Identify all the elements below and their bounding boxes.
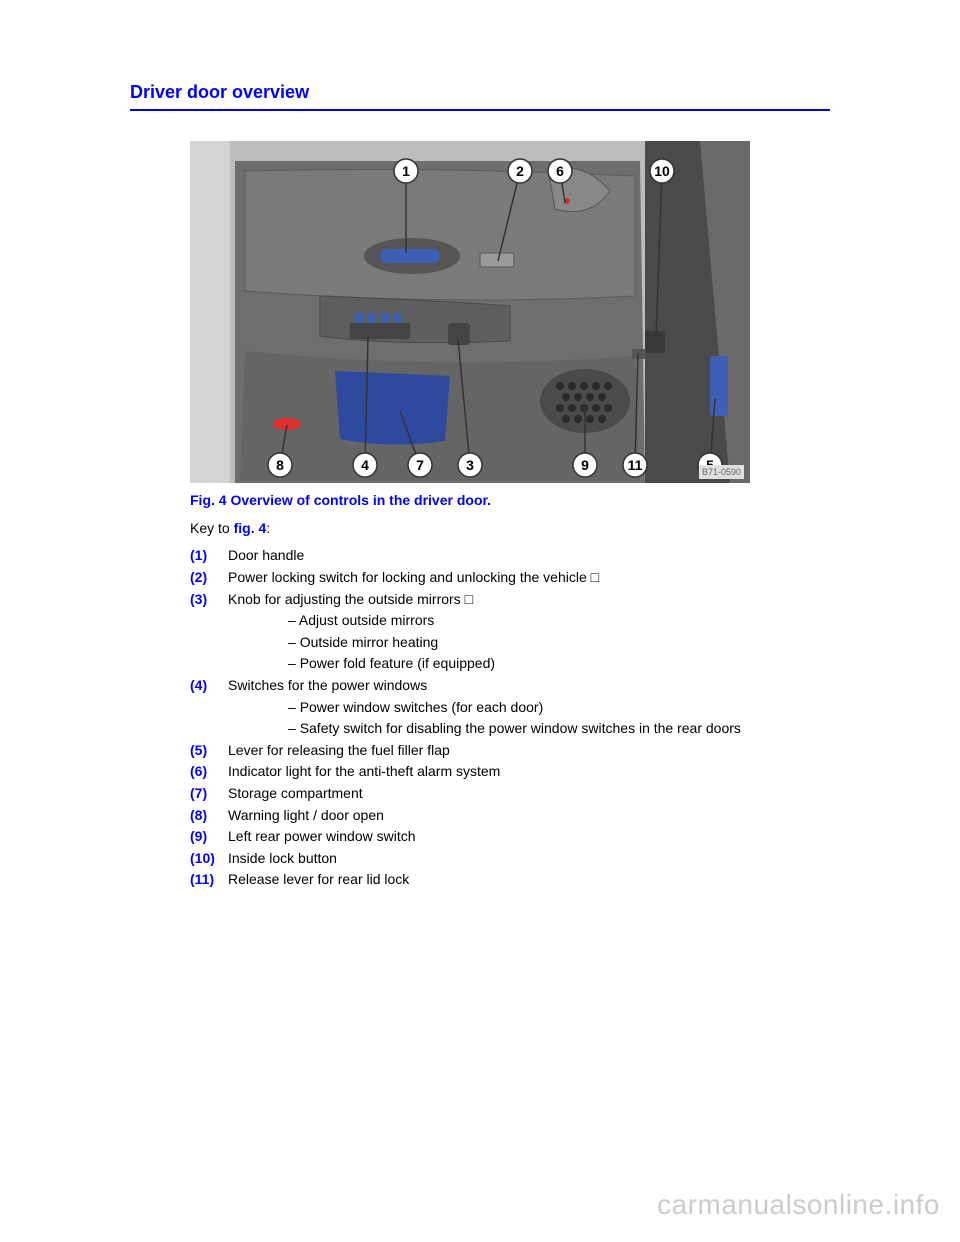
item-text: Storage compartment xyxy=(228,784,830,804)
list-item: (10)Inside lock button xyxy=(190,849,830,869)
key-prefix: Key to xyxy=(190,520,234,536)
figure-image: 1261084739115 B71-0590 xyxy=(190,141,750,483)
sub-item: Adjust outside mirrors xyxy=(288,611,830,631)
list-item: (3)Knob for adjusting the outside mirror… xyxy=(190,590,830,610)
callout-number: 10 xyxy=(654,163,670,179)
list-item: (11)Release lever for rear lid lock xyxy=(190,870,830,890)
window-sw-1 xyxy=(355,313,363,323)
item-text: Left rear power window switch xyxy=(228,827,830,847)
list-item: (9)Left rear power window switch xyxy=(190,827,830,847)
item-text: Switches for the power windows xyxy=(228,676,830,696)
figure-code-label: B71-0590 xyxy=(699,465,744,480)
item-number: (6) xyxy=(190,762,228,782)
item-number: (8) xyxy=(190,806,228,826)
callout-number: 6 xyxy=(556,163,564,179)
figure-svg: 1261084739115 xyxy=(190,141,750,483)
fuel-flap-lever xyxy=(710,356,728,416)
window-switch-cluster xyxy=(350,323,410,339)
item-list: (1)Door handle(2)Power locking switch fo… xyxy=(190,546,830,890)
sub-item: Outside mirror heating xyxy=(288,633,830,653)
window-sw-3 xyxy=(381,313,389,323)
item-text: Inside lock button xyxy=(228,849,830,869)
window-sw-4 xyxy=(394,313,402,323)
door-handle xyxy=(380,249,440,263)
storage-pocket xyxy=(335,371,450,445)
item-number: (1) xyxy=(190,546,228,566)
lock-switch xyxy=(480,253,514,267)
callout-number: 11 xyxy=(628,457,643,473)
item-text: Knob for adjusting the outside mirrors □ xyxy=(228,590,830,610)
title-rule xyxy=(130,109,830,111)
sub-item: Safety switch for disabling the power wi… xyxy=(288,719,830,739)
list-item: (5)Lever for releasing the fuel filler f… xyxy=(190,741,830,761)
item-number: (9) xyxy=(190,827,228,847)
key-suffix: : xyxy=(266,520,270,536)
item-number: (5) xyxy=(190,741,228,761)
item-text: Indicator light for the anti-theft alarm… xyxy=(228,762,830,782)
list-item: (1)Door handle xyxy=(190,546,830,566)
inside-lock-button xyxy=(645,331,665,353)
rear-lid-release xyxy=(632,349,646,359)
sub-list: Power window switches (for each door)Saf… xyxy=(288,698,830,739)
key-ref: fig. 4 xyxy=(234,520,267,536)
item-number: (11) xyxy=(190,870,228,890)
list-item: (2)Power locking switch for locking and … xyxy=(190,568,830,588)
key-line: Key to fig. 4: xyxy=(190,519,830,539)
watermark: carmanualsonline.info xyxy=(657,1185,940,1224)
item-text: Door handle xyxy=(228,546,830,566)
item-number: (4) xyxy=(190,676,228,696)
item-text: Warning light / door open xyxy=(228,806,830,826)
item-number: (3) xyxy=(190,590,228,610)
list-item: (4)Switches for the power windows xyxy=(190,676,830,696)
callout-number: 8 xyxy=(276,457,284,473)
item-number: (10) xyxy=(190,849,228,869)
item-number: (2) xyxy=(190,568,228,588)
section-title: Driver door overview xyxy=(130,80,830,105)
sub-item: Power fold feature (if equipped) xyxy=(288,654,830,674)
window-sw-2 xyxy=(368,313,376,323)
list-item: (6)Indicator light for the anti-theft al… xyxy=(190,762,830,782)
item-text: Lever for releasing the fuel filler flap xyxy=(228,741,830,761)
item-text: Power locking switch for locking and unl… xyxy=(228,568,830,588)
item-number: (7) xyxy=(190,784,228,804)
figure-caption: Fig. 4 Overview of controls in the drive… xyxy=(190,491,830,511)
list-item: (8)Warning light / door open xyxy=(190,806,830,826)
door-frame-left xyxy=(190,141,230,483)
callout-number: 4 xyxy=(361,457,369,473)
item-text: Release lever for rear lid lock xyxy=(228,870,830,890)
sub-list: Adjust outside mirrorsOutside mirror hea… xyxy=(288,611,830,674)
callout-number: 3 xyxy=(466,457,474,473)
callout-number: 7 xyxy=(416,457,424,473)
callout-number: 1 xyxy=(402,163,410,179)
callout-number: 2 xyxy=(516,163,524,179)
callout-number: 9 xyxy=(581,457,589,473)
list-item: (7)Storage compartment xyxy=(190,784,830,804)
sub-item: Power window switches (for each door) xyxy=(288,698,830,718)
